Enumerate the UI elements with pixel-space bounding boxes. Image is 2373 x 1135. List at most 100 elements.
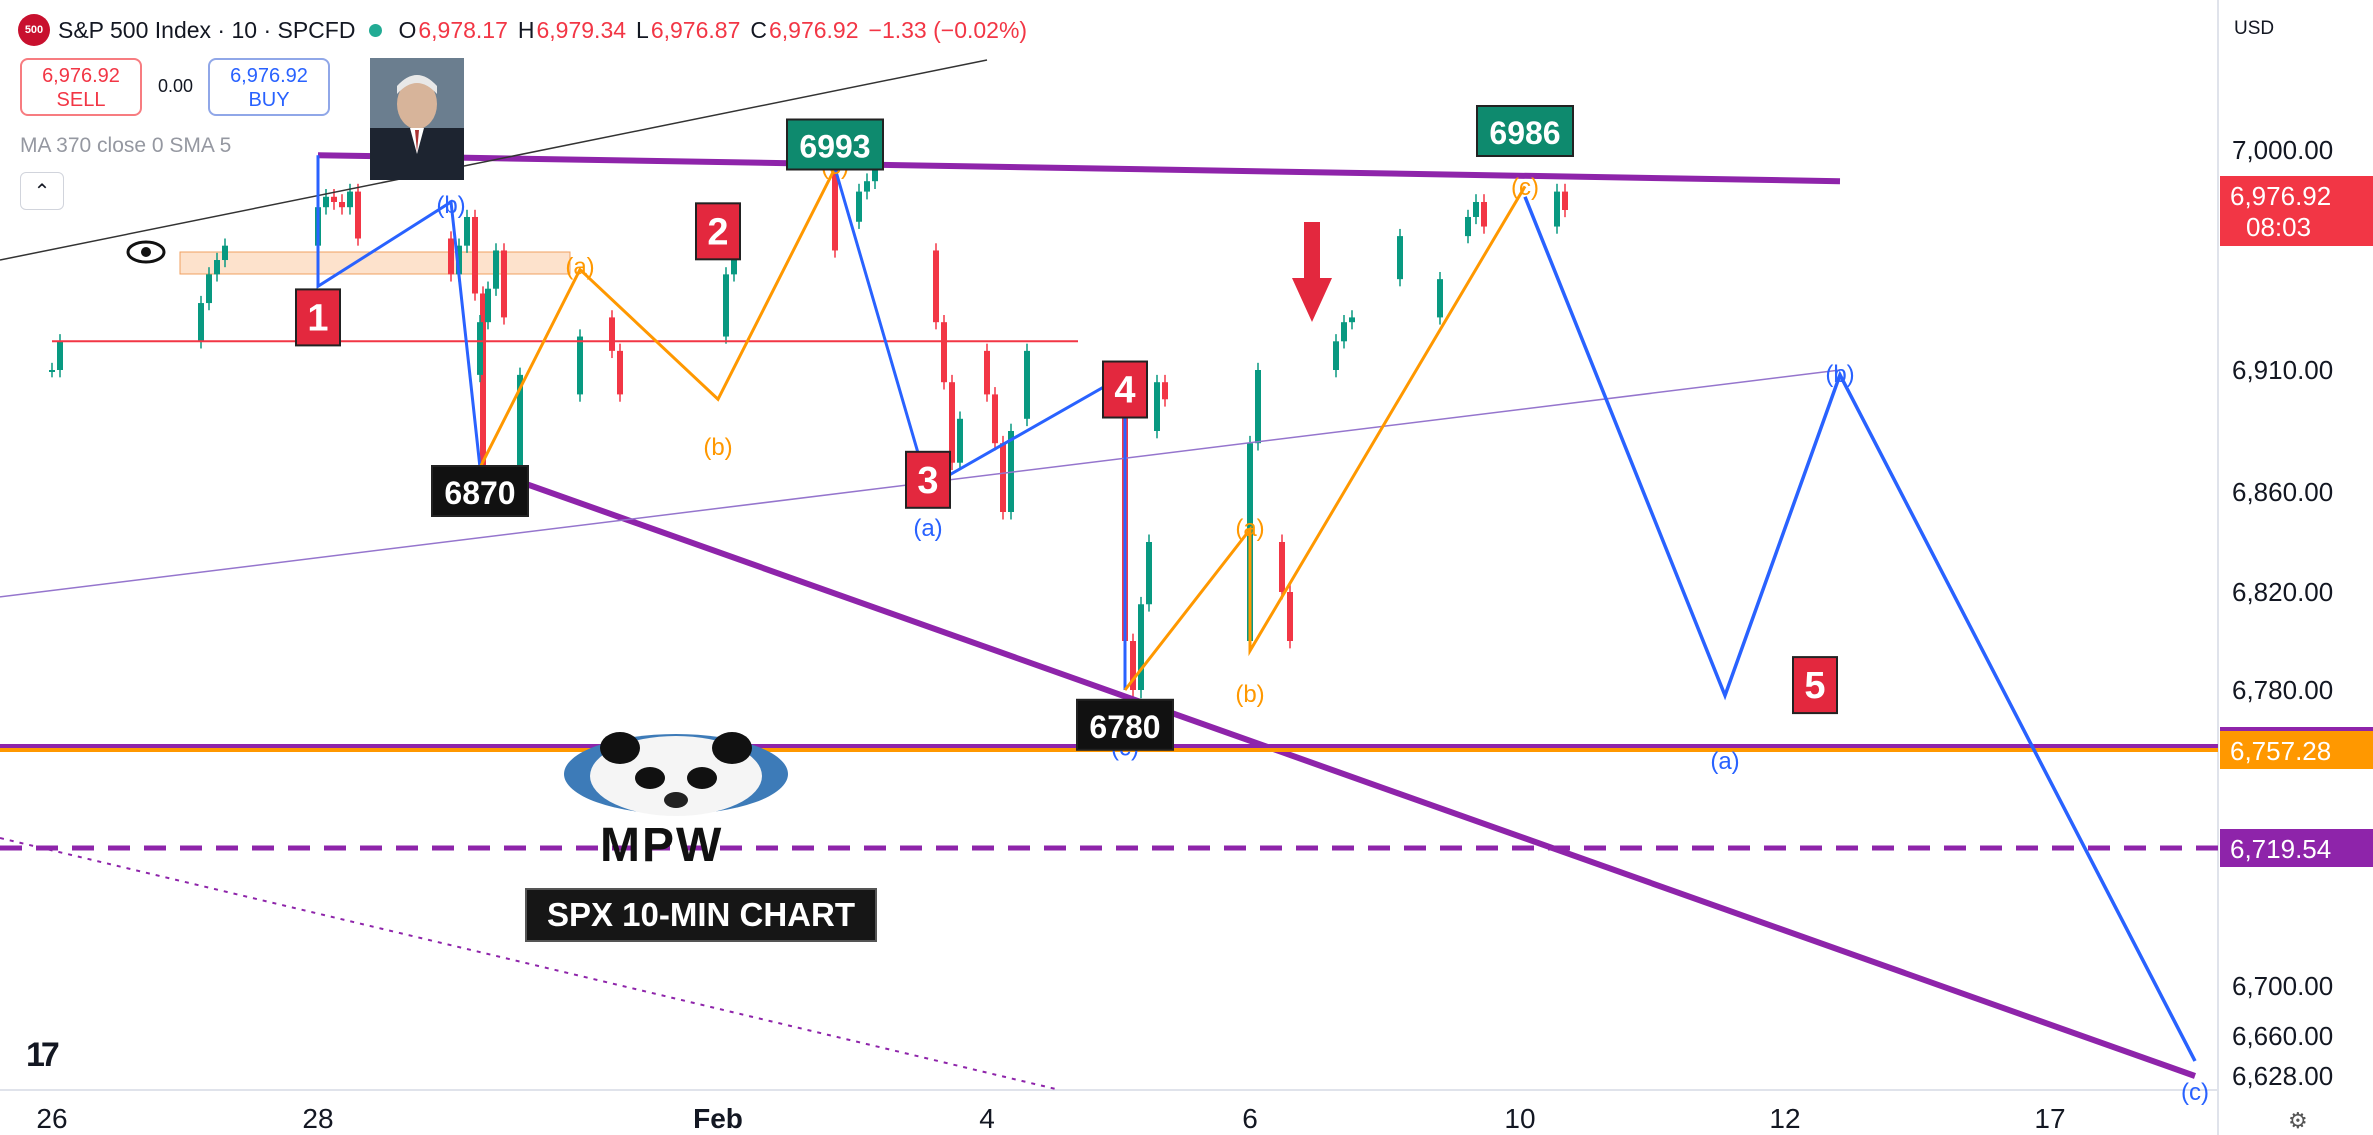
candle-body <box>1287 592 1293 641</box>
candle-body <box>472 216 478 294</box>
y-tick-label: 6,628.00 <box>2232 1061 2333 1091</box>
wave-label: (a) <box>1710 748 1739 775</box>
price-callout-6993: 6993 <box>799 129 870 165</box>
price-tag-label: 6,719.54 <box>2230 834 2331 864</box>
open-label: O <box>398 16 417 43</box>
y-tick-label: 6,780.00 <box>2232 675 2333 705</box>
eye-pupil <box>141 247 151 257</box>
candle-body <box>856 191 862 222</box>
candle-body <box>1333 341 1339 370</box>
indicator-legend[interactable]: MA 370 close 0 SMA 5 <box>20 134 232 157</box>
candle-body <box>49 370 55 372</box>
symbol-title[interactable]: S&P 500 Index · 10 · SPCFD <box>58 16 356 43</box>
y-tick-label: 6,820.00 <box>2232 577 2333 607</box>
count-marker-box <box>295 288 341 347</box>
count-marker-box <box>1102 360 1148 419</box>
wave-label: (b) <box>1235 681 1264 708</box>
count-marker-box <box>905 450 951 509</box>
eye-icon <box>126 240 166 264</box>
buy-button[interactable]: 6,976.92 BUY <box>208 58 330 116</box>
price-callout-6780: 6780 <box>1089 709 1160 745</box>
wave-blue-wave-1 <box>316 155 482 468</box>
candle-body <box>1024 350 1030 419</box>
low-value: 6,976.87 <box>650 16 741 43</box>
count-marker-4: 4 <box>1114 370 1135 412</box>
x-tick-label: 10 <box>1504 1103 1535 1134</box>
candle-body <box>1341 322 1347 342</box>
candle-body <box>198 303 204 342</box>
candle-body <box>577 336 583 395</box>
trendline-upper-resistance <box>317 152 1841 185</box>
count-marker-1: 1 <box>307 297 328 339</box>
count-marker-box <box>695 202 741 261</box>
candle-body <box>1279 542 1285 592</box>
wave-orange-wave-4 <box>1123 185 1527 691</box>
candle-body <box>1162 382 1168 400</box>
sell-button[interactable]: 6,976.92 SELL <box>20 58 142 116</box>
x-tick-label: Feb <box>693 1103 743 1134</box>
spread-value: 0.00 <box>158 76 194 96</box>
tradingview-logo[interactable]: 17 <box>26 1036 60 1074</box>
candle-body <box>1000 443 1006 512</box>
price-callout-box <box>1476 105 1574 157</box>
candle-body <box>1397 236 1403 280</box>
candle-body <box>464 216 470 246</box>
wave-blue-projection <box>1523 196 2197 1062</box>
brand-name: MPW <box>600 819 724 872</box>
wave-label: (b) <box>436 192 465 219</box>
candle-body <box>480 293 486 468</box>
candle-body <box>222 245 228 261</box>
symbol-header: 500 S&P 500 Index · 10 · SPCFD O 6,978.1… <box>18 12 1037 48</box>
candle-body <box>933 250 939 323</box>
x-tick-label: 12 <box>1769 1103 1800 1134</box>
count-marker-5: 5 <box>1804 665 1825 707</box>
candle-body <box>872 168 878 182</box>
wave-label: (b) <box>1825 361 1854 388</box>
currency-selector[interactable]: USD <box>2234 18 2275 39</box>
chart-label-box: SPX 10-MIN CHART <box>525 888 877 942</box>
price-tag-label: 6,976.92 <box>2230 181 2331 211</box>
candle-body <box>949 382 955 463</box>
candle-body <box>1154 382 1160 431</box>
index-logo: 500 <box>18 14 50 46</box>
wave-label: (a) <box>565 253 594 280</box>
trendline-black-channel <box>0 59 988 261</box>
y-tick-label: 6,910.00 <box>2232 355 2333 385</box>
settings-gear-icon[interactable]: ⚙ <box>2288 1108 2308 1133</box>
price-callout-box <box>1076 698 1174 751</box>
y-tick-label: 7,000.00 <box>2232 135 2333 165</box>
candle-body <box>485 288 491 323</box>
down-arrow-icon <box>1292 222 1332 322</box>
wave-blue-wave-3 <box>833 167 1127 690</box>
price-tag-box <box>2220 731 2373 769</box>
candle-body <box>323 196 329 208</box>
supply-zone <box>179 251 571 275</box>
candle-body <box>1554 191 1560 227</box>
wave-label: (a) <box>913 515 942 542</box>
candle-body <box>493 250 499 289</box>
sell-label: SELL <box>56 89 106 111</box>
open-value: 6,978.17 <box>418 16 508 43</box>
price-tag-label: 6,757.28 <box>2230 736 2331 766</box>
candle-body <box>456 245 462 275</box>
candle-body <box>1481 201 1487 227</box>
collapse-legend-button[interactable]: ⌃ <box>20 172 64 210</box>
candle-body <box>1465 216 1471 237</box>
high-label: H <box>517 16 535 43</box>
speaker-photo <box>370 58 464 180</box>
x-tick-label: 17 <box>2034 1103 2065 1134</box>
high-value: 6,979.34 <box>536 16 627 43</box>
candle-body <box>501 250 507 318</box>
candle-body <box>331 196 337 202</box>
buy-label: BUY <box>248 89 290 111</box>
candle-body <box>339 201 345 208</box>
wave-label: (a) <box>1235 515 1264 542</box>
x-tick-label: 26 <box>36 1103 67 1134</box>
trendline-lower-support <box>478 464 2197 1079</box>
price-tag-box <box>2220 829 2373 867</box>
y-tick-label: 6,860.00 <box>2232 477 2333 507</box>
price-callout-box <box>786 118 884 171</box>
candle-body <box>941 322 947 383</box>
panda-logo <box>564 732 788 816</box>
